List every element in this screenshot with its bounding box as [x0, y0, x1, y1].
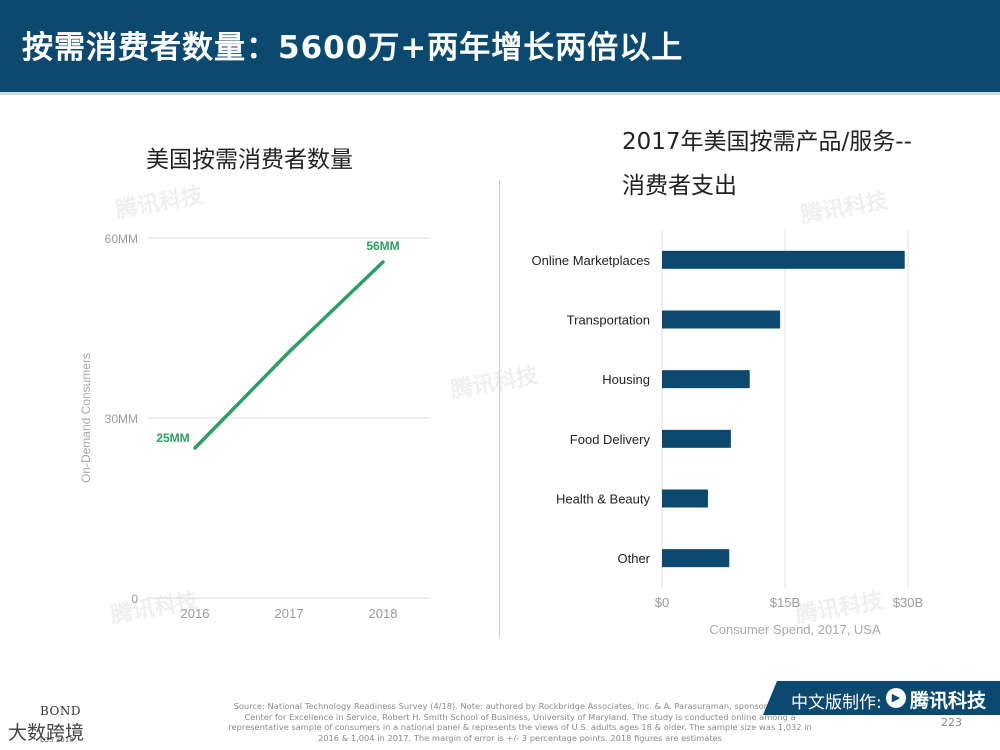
- line-chart-title: 美国按需消费者数量: [146, 147, 353, 173]
- category-label: Food Delivery: [570, 432, 651, 447]
- bar: [662, 250, 905, 269]
- bar: [662, 429, 731, 448]
- data-label: 25MM: [156, 431, 189, 445]
- x-tick-label: 2018: [369, 606, 398, 621]
- page-number: 223: [941, 716, 962, 729]
- x-axis-label: Consumer Spend, 2017, USA: [709, 622, 881, 637]
- series-line: [193, 260, 385, 450]
- bar: [662, 489, 708, 508]
- y-axis-label: On-Demand Consumers: [79, 353, 93, 483]
- bar: [662, 370, 750, 389]
- category-label: Other: [617, 551, 650, 566]
- x-tick-label: 2016: [181, 606, 210, 621]
- x-tick-label: $15B: [770, 595, 800, 610]
- x-tick-label: $30B: [893, 595, 923, 610]
- category-label: Online Marketplaces: [532, 253, 651, 268]
- y-tick-label: 60MM: [105, 232, 138, 246]
- bar-chart-title: 2017年美国按需产品/服务--消费者支出: [622, 129, 912, 199]
- page-title: 按需消费者数量：5600万+两年增长两倍以上: [22, 30, 684, 66]
- x-tick-label: 2017: [275, 606, 304, 621]
- header-bar: 按需消费者数量：5600万+两年增长两倍以上: [0, 0, 1000, 92]
- category-label: Health & Beauty: [556, 492, 650, 507]
- bar: [662, 549, 730, 568]
- header-divider: [0, 92, 1000, 95]
- credit-bar: 中文版制作: ▶ 腾讯科技: [763, 681, 1000, 715]
- category-label: Housing: [602, 372, 650, 387]
- line-chart: 0 30MM 60MM 2016 2017 2018 On-Demand Consumers…: [79, 232, 430, 621]
- y-tick-label: 30MM: [105, 412, 138, 426]
- credit-brand: 腾讯科技: [910, 690, 987, 712]
- credit-label: 中文版制作:: [791, 693, 882, 713]
- chart-divider: [499, 180, 500, 638]
- bond-subtitle: LOS 2018: [40, 736, 74, 744]
- source-note: Source: National Technology Readiness Su…: [228, 701, 812, 743]
- category-label: Transportation: [567, 313, 650, 328]
- y-tick-label: 0: [131, 592, 138, 606]
- tencent-logo-icon: ▶: [886, 688, 906, 708]
- bar-chart: $0 $15B $30B Consumer Spend, 2017, USA Onlin…: [532, 230, 923, 637]
- bond-logo: BOND: [40, 704, 81, 718]
- corner-watermark: 大数跨境: [8, 722, 85, 744]
- bar: [662, 310, 781, 329]
- data-label: 56MM: [366, 239, 399, 253]
- x-tick-label: $0: [655, 595, 669, 610]
